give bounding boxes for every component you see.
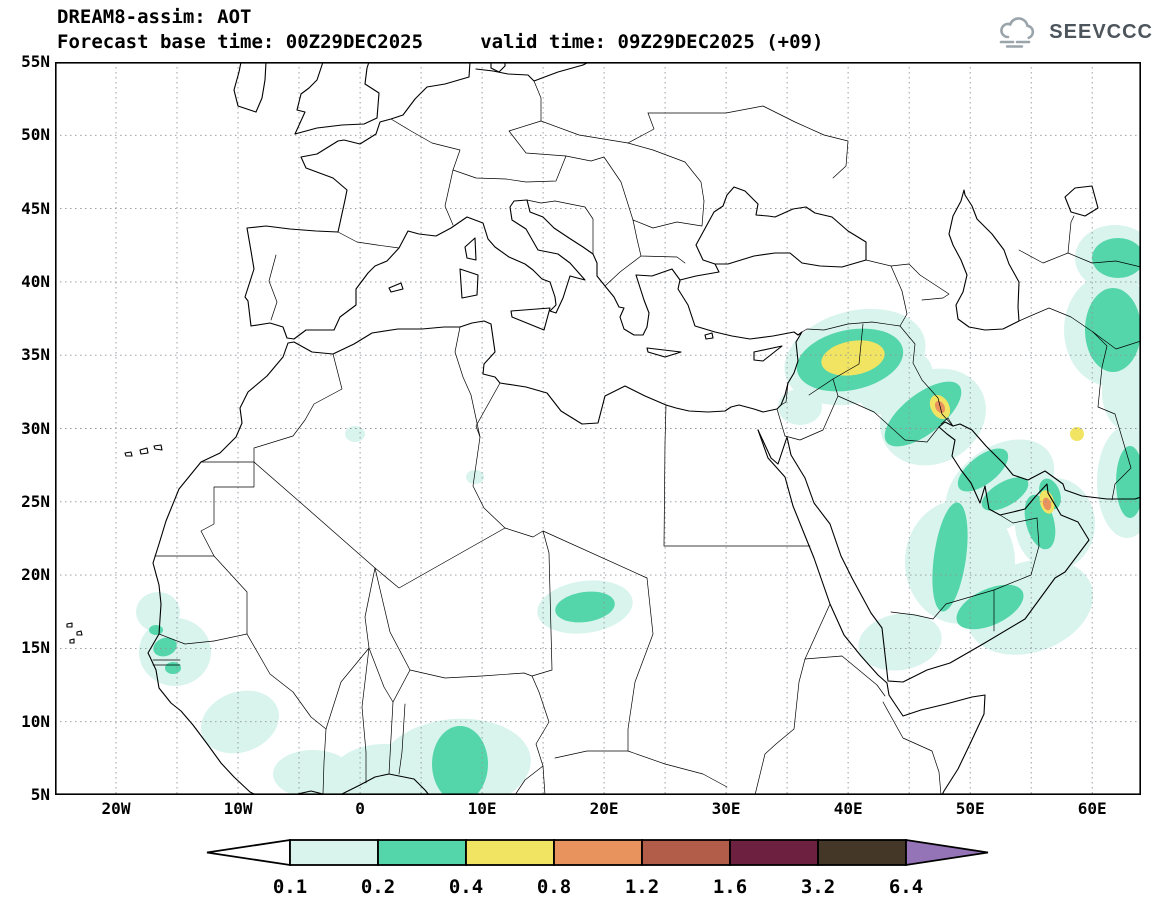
x-tick-label-10W: 10W bbox=[223, 799, 253, 818]
map-plot-area bbox=[55, 62, 1141, 795]
colorbar-label-1.6: 1.6 bbox=[713, 876, 747, 898]
colorbar-label-6.4: 6.4 bbox=[889, 876, 923, 898]
x-tick-label-20E: 20E bbox=[589, 799, 619, 818]
colorbar-label-1.2: 1.2 bbox=[625, 876, 659, 898]
y-tick-label-35N: 35N bbox=[21, 345, 50, 365]
colorbar-label-0.2: 0.2 bbox=[361, 876, 395, 898]
y-tick-label-50N: 50N bbox=[21, 125, 50, 145]
y-tick-label-15N: 15N bbox=[21, 638, 50, 658]
colorbar-segment-0.8-1.2 bbox=[553, 839, 643, 866]
graticule bbox=[55, 62, 1141, 795]
colorbar-arrow-above-max bbox=[905, 838, 989, 867]
y-tick-label-55N: 55N bbox=[21, 52, 50, 71]
x-tick-label-60E: 60E bbox=[1077, 799, 1107, 818]
country-borders bbox=[152, 80, 1141, 795]
aot-colorbar: 0.1 0.2 0.4 0.8 1.2 1.6 3.2 6.4 bbox=[206, 838, 989, 898]
colorbar-label-0.4: 0.4 bbox=[449, 876, 483, 898]
cloud-icon bbox=[999, 17, 1035, 48]
y-tick-label-40N: 40N bbox=[21, 271, 50, 291]
x-tick-label-0: 0 bbox=[355, 799, 365, 818]
x-tick-label-30E: 30E bbox=[711, 799, 741, 818]
colorbar-arrow-below-min bbox=[206, 838, 291, 867]
colorbar-segment-0.1-0.2 bbox=[289, 839, 379, 866]
colorbar-label-3.2: 3.2 bbox=[801, 876, 835, 898]
page-title: DREAM8-assim: AOT bbox=[57, 6, 252, 28]
seevccc-logo: SEEVCCC bbox=[994, 16, 1153, 48]
map-frame bbox=[55, 62, 1141, 795]
x-tick-label-20W: 20W bbox=[101, 799, 131, 818]
aot-shading bbox=[136, 225, 1141, 795]
x-tick-label-40E: 40E bbox=[833, 799, 863, 818]
y-tick-label-30N: 30N bbox=[21, 418, 50, 438]
seevccc-logo-text: SEEVCCC bbox=[1049, 20, 1153, 43]
y-tick-label-20N: 20N bbox=[21, 565, 50, 585]
y-tick-label-10N: 10N bbox=[21, 711, 50, 731]
colorbar-label-0.1: 0.1 bbox=[273, 876, 307, 898]
x-tick-label-50E: 50E bbox=[955, 799, 985, 818]
aot-map bbox=[55, 62, 1141, 795]
coastlines bbox=[66, 62, 1141, 795]
colorbar-segment-3.2-6.4 bbox=[817, 839, 907, 866]
y-tick-label-5N: 5N bbox=[30, 785, 50, 804]
y-tick-label-25N: 25N bbox=[21, 491, 50, 511]
colorbar-segment-1.2-1.6 bbox=[641, 839, 731, 866]
forecast-time-line: Forecast base time: 00Z29DEC2025 valid t… bbox=[57, 31, 824, 53]
x-tick-label-10E: 10E bbox=[467, 799, 497, 818]
colorbar-segment-1.6-3.2 bbox=[729, 839, 819, 866]
y-tick-label-45N: 45N bbox=[21, 198, 50, 218]
colorbar-segment-0.4-0.8 bbox=[465, 839, 555, 866]
colorbar-label-0.8: 0.8 bbox=[537, 876, 571, 898]
colorbar-segment-0.2-0.4 bbox=[377, 839, 467, 866]
